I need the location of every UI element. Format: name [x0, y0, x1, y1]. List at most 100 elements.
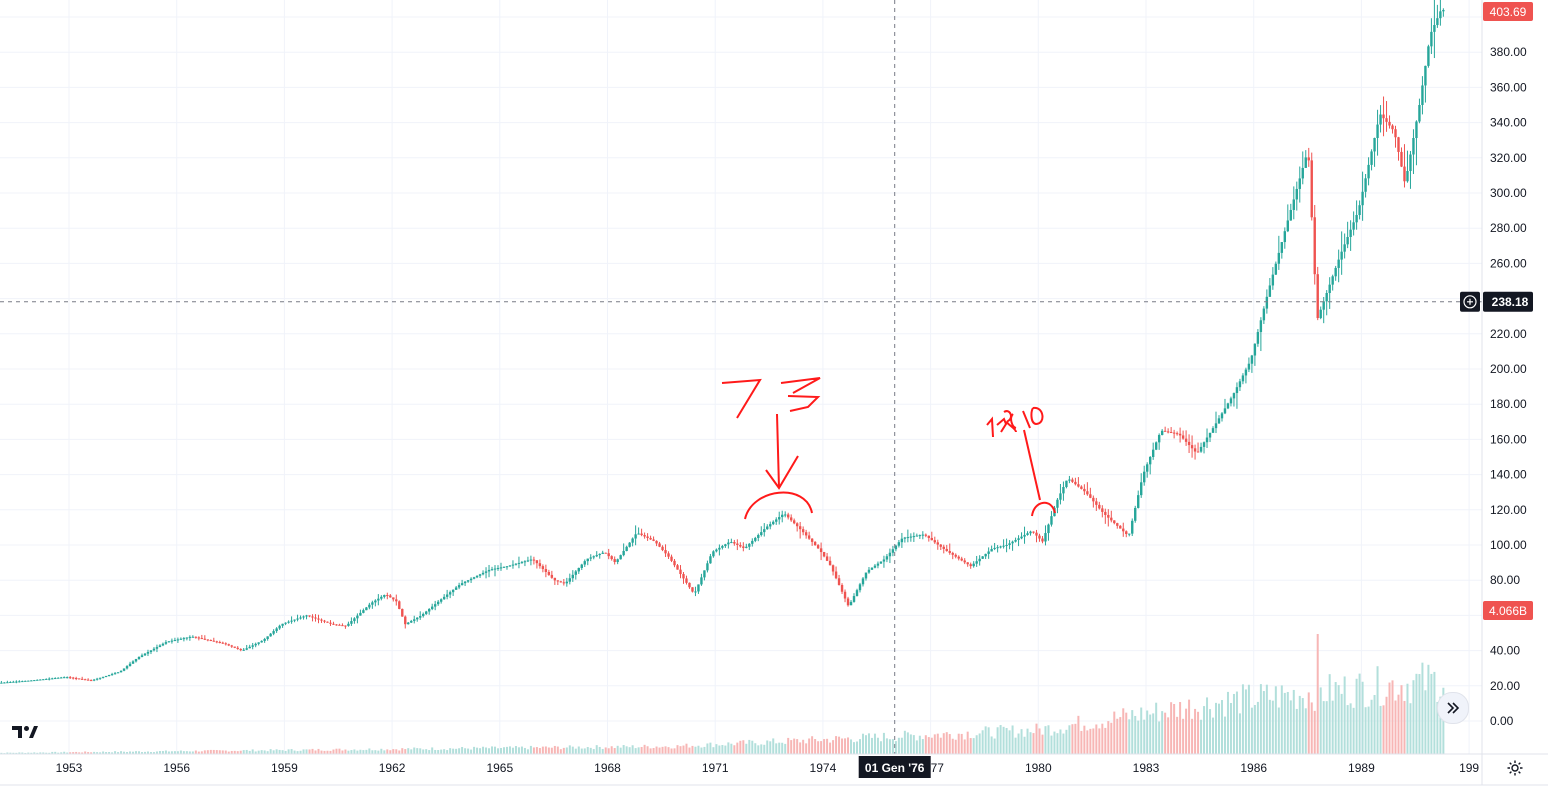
scroll-to-realtime-button[interactable] [1437, 692, 1469, 724]
volume-bar [751, 740, 754, 754]
volume-bar [622, 745, 625, 754]
candle-body [347, 623, 350, 626]
volume-bar [314, 750, 317, 754]
volume-bar [939, 737, 942, 754]
volume-bar [864, 735, 867, 754]
candle-body [1050, 516, 1053, 525]
volume-bar [993, 738, 996, 754]
volume-bar [431, 747, 434, 754]
volume-bar [1217, 703, 1220, 754]
candle-body [36, 679, 39, 681]
volume-bar [428, 750, 431, 754]
candle-body [550, 574, 554, 578]
candle-body [604, 552, 607, 554]
candle-body [945, 548, 948, 552]
candle-body [601, 552, 604, 554]
candle-body [419, 616, 422, 618]
crosshair-price-badge [1483, 291, 1533, 312]
volume-bar [1427, 664, 1430, 754]
volume-bar [473, 746, 476, 754]
volume-bar [733, 745, 736, 754]
candle-body [275, 628, 278, 632]
candle-body [1424, 65, 1427, 86]
candle-body [377, 598, 380, 601]
volume-bar [1080, 730, 1083, 754]
candle-body [682, 574, 685, 579]
candle-body [1131, 520, 1134, 534]
candle-body [9, 682, 12, 684]
candle-body [323, 620, 326, 622]
candle-body [410, 620, 413, 623]
volume-bar [879, 741, 882, 754]
volume-bar [957, 733, 960, 754]
volume-bar [6, 752, 9, 754]
candle-body [535, 560, 539, 564]
candle-body [1265, 296, 1269, 309]
candle-body [1217, 418, 1221, 424]
volume-bar [1232, 693, 1235, 754]
candle-body [1310, 160, 1313, 218]
volume-bar [1191, 718, 1194, 754]
volume-bar [126, 752, 129, 754]
candle-body [688, 582, 691, 588]
tradingview-logo-icon[interactable] [10, 722, 40, 742]
chart-settings-button[interactable] [1504, 757, 1526, 779]
candle-body [933, 540, 936, 543]
x-tick-label: 1968 [594, 761, 621, 775]
volume-bar [700, 747, 703, 754]
candle-body [954, 554, 957, 557]
volume-bar [936, 733, 939, 754]
candle-body [1017, 538, 1020, 540]
candle-body [6, 682, 9, 684]
candle-body [1187, 441, 1191, 446]
volume-bar [975, 735, 978, 754]
volume-bar [167, 751, 170, 754]
volume-bar [1023, 736, 1026, 754]
volume-bar [114, 751, 117, 754]
candle-body [804, 532, 808, 536]
y-tick-label: 140.00 [1490, 468, 1527, 482]
volume-bar [715, 744, 718, 754]
candle-body [374, 600, 377, 603]
candle-body [33, 680, 36, 682]
volume-bar [170, 751, 173, 754]
volume-bar [739, 740, 742, 754]
y-tick-label: 320.00 [1490, 151, 1527, 165]
candle-body [613, 559, 616, 563]
volume-bar [954, 739, 957, 754]
candle-body [398, 601, 401, 609]
volume-bar [1220, 700, 1223, 754]
candle-body [1056, 499, 1059, 508]
volume-bar [1412, 680, 1415, 754]
volume-bar [332, 749, 335, 754]
candle-body [897, 542, 901, 546]
volume-bar [221, 750, 224, 754]
crosshair-date-label: 01 Gen '76 [865, 761, 925, 775]
candle-body [1298, 178, 1301, 189]
volume-bar [1062, 733, 1065, 754]
candle-body [1388, 121, 1391, 126]
candle-body [786, 514, 790, 518]
volume-bar [547, 747, 550, 754]
candle-body [1077, 484, 1080, 487]
candle-body [1062, 487, 1065, 494]
candle-body [745, 546, 748, 548]
volume-bar [1104, 727, 1107, 754]
volume-bar [933, 734, 936, 754]
volume-bar [356, 750, 359, 754]
candle-body [1415, 121, 1418, 138]
candle-body [236, 647, 239, 649]
volume-bar [981, 730, 984, 754]
candle-body [667, 553, 670, 557]
candle-body [101, 676, 105, 678]
candle-body [1382, 114, 1385, 119]
volume-bar [820, 741, 823, 754]
last-price-label: 403.69 [1490, 5, 1527, 19]
volume-bar [93, 751, 96, 754]
volume-bar [670, 748, 673, 754]
candle-body [709, 556, 712, 564]
candle-body [365, 607, 368, 611]
candle-body [1026, 533, 1029, 535]
